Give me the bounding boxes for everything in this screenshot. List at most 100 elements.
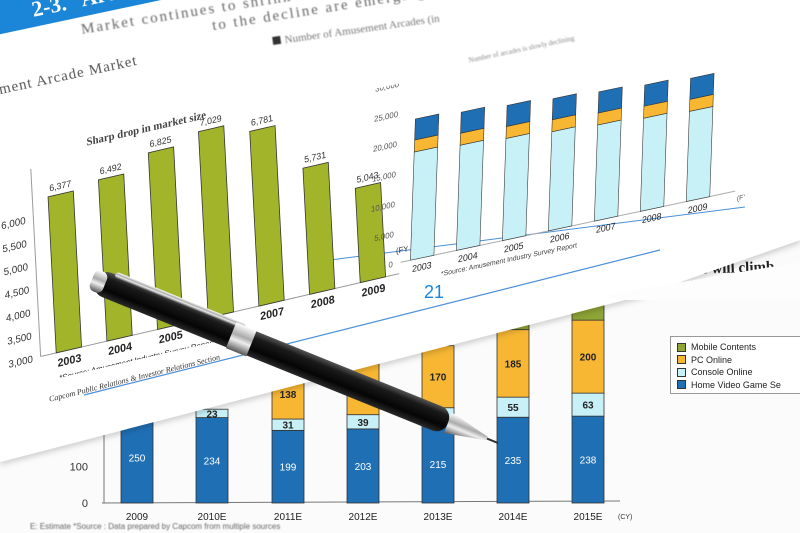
legend-item: Mobile Contents (677, 341, 800, 354)
bar-value-label: 203 (355, 462, 372, 473)
bar-value-label: 23 (206, 409, 218, 420)
pen-clip (115, 272, 246, 329)
bar-value-label: 185 (505, 359, 522, 370)
bar-segment-2014E-home-video-game-se (496, 416, 530, 504)
divider-line (83, 249, 661, 396)
bar-value-label: 63 (582, 401, 594, 412)
y-axis (30, 168, 42, 357)
bar-segment-2009-2 (689, 73, 715, 100)
bar-segment-2013E-home-video-game-se (421, 424, 455, 504)
bar-value-label: 55 (507, 403, 519, 414)
legend-swatch (677, 367, 686, 377)
bar-value-label: 199 (280, 463, 297, 474)
bar-2008 (302, 161, 336, 295)
bar-value-label: 31 (282, 421, 294, 432)
bar-value-label: 5,731 (304, 150, 326, 165)
bar-value-label: 170 (430, 373, 447, 384)
y-tick-label: 4,500 (5, 285, 30, 302)
bar-segment-2012E-home-video-game-se (346, 428, 380, 504)
bar-value-label: 5,043 (356, 170, 378, 185)
bar-segment-2010E-console-online (195, 408, 229, 418)
y-tick-label: 25,000 (374, 110, 399, 124)
page-number: 21 (424, 282, 445, 302)
bar-2004 (98, 173, 133, 342)
y-tick-label: 4,000 (6, 308, 31, 325)
pen-tip (443, 412, 488, 441)
arcade-count-chart: 05,00010,00015,00020,00025,00030,0002003… (371, 73, 750, 278)
x-tick-label: 2005 (159, 329, 183, 347)
legend-item: Home Video Game Se (677, 379, 800, 392)
y-tick-label: 3,500 (7, 331, 32, 348)
legend-item: PC Online (677, 354, 800, 367)
legend-item: Console Online (677, 366, 800, 379)
bar-segment-2006-2 (551, 93, 577, 121)
bar-segment-2005-0 (502, 133, 530, 242)
bar-value-label: 6,377 (49, 178, 71, 193)
bar-segment-2009-home-video-game-se (120, 411, 154, 504)
x-tick-label: 2008 (642, 211, 662, 225)
bar-segment-2004-0 (456, 139, 484, 251)
x-tick-label: 2004 (458, 250, 478, 264)
paper-corner (600, 262, 800, 300)
x-tick-label: 2003 (412, 260, 432, 274)
bar-segment-2005-2 (506, 100, 531, 127)
bar-2009 (354, 181, 386, 284)
x-tick-label: 2014E (499, 512, 528, 523)
bar-value-label: 6,781 (251, 113, 273, 128)
bar-2003 (47, 190, 82, 354)
x-unit-label: (CY) (618, 514, 632, 521)
y-tick-label: 15,000 (372, 170, 397, 184)
bar-segment-2014E-pc-online (496, 329, 530, 398)
y-tick-label: 5,000 (3, 262, 28, 279)
bar-value-label: 238 (580, 456, 597, 467)
bar-value-label: 235 (505, 456, 522, 467)
bar-segment-2015E-pc-online (571, 319, 605, 394)
bar-segment-2004-2 (460, 106, 486, 134)
y-tick-label: 5,500 (2, 239, 27, 256)
bar-value-label: 138 (280, 390, 297, 401)
bar-segment-2007-2 (597, 86, 623, 114)
legend-label: Mobile Contents (691, 342, 757, 353)
x-tick-label: 2003 (57, 352, 81, 370)
chart-legend: Mobile Contents PC Online Console Online Ho… (670, 336, 800, 394)
bar-value-label: 6,825 (149, 134, 171, 149)
legend-label: Console Online (691, 367, 753, 378)
bar-segment-2003-2 (414, 113, 440, 141)
bar-segment-2010E-home-video-game-se (195, 417, 229, 504)
x-tick-label: 2013E (424, 512, 453, 523)
bar-segment-2008-0 (639, 112, 668, 212)
x-tick-label: 2015E (574, 512, 603, 523)
x-tick-label: 2006 (550, 231, 570, 245)
pen-barrel (94, 272, 450, 432)
x-tick-label: 2009 (361, 282, 385, 300)
x-tick-label: 2004 (108, 340, 133, 358)
bar-2007 (249, 125, 285, 307)
x-tick-label: 2009 (126, 512, 149, 523)
pen-band (225, 322, 257, 357)
bar-segment-2013E-pc-online (421, 345, 455, 409)
y-tick-label: 6,000 (1, 216, 26, 233)
chart-title: Sharp drop in market size (86, 109, 206, 149)
y-tick-label: 0 (82, 498, 88, 510)
bar-value-label: 39 (357, 418, 369, 429)
y-tick-label: 5,000 (374, 230, 394, 243)
bar-2006 (198, 125, 234, 319)
bar-value-label: 200 (580, 353, 597, 364)
legend-label: Home Video Game Se (691, 379, 781, 390)
x-tick-label: 2007 (596, 221, 616, 235)
x-tick-label: 2008 (311, 294, 335, 312)
x-tick-label: 2010E (198, 512, 227, 523)
x-tick-label: 2011E (274, 512, 303, 523)
y-tick-label: 3,000 (8, 354, 33, 371)
y-tick-label: 20,000 (373, 140, 398, 154)
y-tick-label: 10,000 (371, 200, 396, 214)
bar-segment-2009-0 (685, 106, 714, 202)
x-tick-label: 2009 (688, 201, 708, 215)
legend-swatch (677, 380, 686, 390)
x-tick-label: 2005 (504, 240, 524, 254)
bar-segment-2015E-home-video-game-se (571, 415, 605, 504)
legend-swatch (272, 35, 282, 45)
pen-nib (486, 437, 499, 445)
legend-swatch (677, 342, 686, 352)
legend-swatch (677, 355, 686, 365)
